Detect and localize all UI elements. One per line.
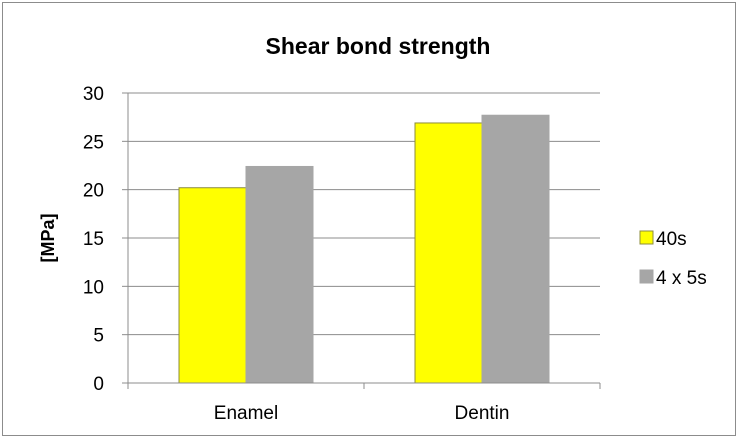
x-category-label: Enamel bbox=[214, 403, 278, 424]
legend-swatch bbox=[639, 269, 654, 284]
y-tick-labels: 0 5 10 15 20 25 30 bbox=[83, 84, 104, 395]
legend-label: 40s bbox=[656, 229, 687, 250]
x-category-labels: Enamel Dentin bbox=[214, 403, 510, 424]
bar-enamel-series1 bbox=[178, 187, 247, 384]
legend-label: 4 x 5s bbox=[656, 268, 707, 289]
y-tick-label: 20 bbox=[83, 181, 104, 202]
y-tick-label: 30 bbox=[83, 84, 104, 105]
x-category-label: Dentin bbox=[455, 403, 510, 424]
y-tick-label: 15 bbox=[83, 229, 104, 250]
y-axis-label: [MPa] bbox=[38, 214, 58, 263]
legend-swatch bbox=[639, 230, 654, 245]
chart-title: Shear bond strength bbox=[266, 33, 491, 59]
bar-enamel-series2 bbox=[245, 165, 314, 384]
bar-dentin-series2 bbox=[481, 114, 550, 384]
axes bbox=[122, 92, 601, 389]
y-tick-label: 5 bbox=[93, 326, 104, 347]
y-tick-label: 25 bbox=[83, 132, 104, 153]
bars bbox=[178, 114, 550, 384]
y-tick-label: 10 bbox=[83, 277, 104, 298]
legend: 40s 4 x 5s bbox=[639, 229, 707, 289]
bar-dentin-series1 bbox=[414, 122, 483, 384]
y-tick-label: 0 bbox=[93, 374, 104, 395]
